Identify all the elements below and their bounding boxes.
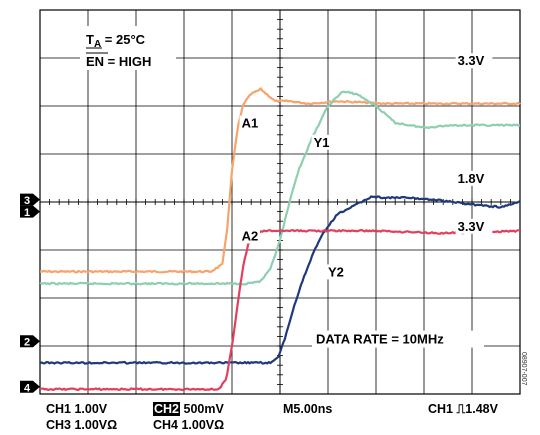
trace-labels: A1 Y1 A2 Y2 3.3V 1.8V 3.3V DATA RATE = 1… [239,53,493,348]
conditions-box: TA = 25°C EN = HIGH [80,26,176,70]
trace-y2 [39,195,521,365]
traces [39,87,521,392]
en-label: EN [86,54,104,69]
label-background [239,115,260,131]
ta-value: = 25°C [101,32,145,47]
channel-markers: 31 2 4 [20,193,40,394]
figure-id: 08907-007 [520,352,527,386]
level-label: 1.8V [458,171,485,186]
ch4-setting: CH4 1.00VΩ [153,418,225,432]
ch2-setting: CH2 500mV [153,402,224,416]
label-background [455,170,493,186]
graticule [39,9,521,395]
marker-arrow [20,335,40,348]
marker-label: 3 [24,195,30,207]
marker-arrow [20,380,40,393]
channel-marker: 1 [20,205,40,219]
marker-label: 4 [24,382,31,394]
label-background [455,53,493,69]
annotation-label: Y1 [314,135,330,150]
ch1-setting: CH1 1.00V [46,402,108,416]
label-background [239,228,260,244]
ch2-value: 500mV [183,402,224,416]
label-background [455,218,493,234]
annotation-label: A2 [242,228,259,243]
channel-marker: 4 [20,380,40,394]
trigger-source: CH1 [428,402,454,416]
marker-label: 2 [24,337,30,349]
channel-marker: 3 [20,193,40,207]
label-background [312,330,484,348]
annotation-label: A1 [242,116,259,131]
en-value: = HIGH [104,54,151,69]
marker-arrow [20,205,40,218]
channel-marker: 2 [20,335,40,349]
enable-condition: EN = HIGH [86,54,151,69]
data-rate-label: DATA RATE = 10MHz [316,332,444,347]
timebase-setting: M5.00ns [283,402,333,416]
ch3-setting: CH3 1.00VΩ [46,418,118,432]
trace-a1 [39,87,521,274]
marker-arrow [20,193,40,206]
trigger-edge-icon: ⎍ [456,402,466,416]
ambient-temperature: TA = 25°C [86,32,146,50]
trigger-setting: CH1 ⎍1.48V [428,402,498,417]
trace-a2 [39,228,521,392]
ta-subscript: A [94,39,101,50]
ta-label: T [86,32,94,47]
level-label: 3.3V [458,219,485,234]
trigger-level: 1.48V [465,402,498,416]
label-background [311,134,332,150]
annotation-label: Y2 [328,264,344,279]
marker-label: 1 [24,207,30,219]
ch2-tag: CH2 [153,402,181,416]
level-label: 3.3V [458,53,485,68]
label-background [326,264,347,280]
scope-readout: CH1 1.00V CH2 500mV M5.00ns CH1 ⎍1.48V C… [0,398,540,435]
trace-y1 [39,90,521,286]
